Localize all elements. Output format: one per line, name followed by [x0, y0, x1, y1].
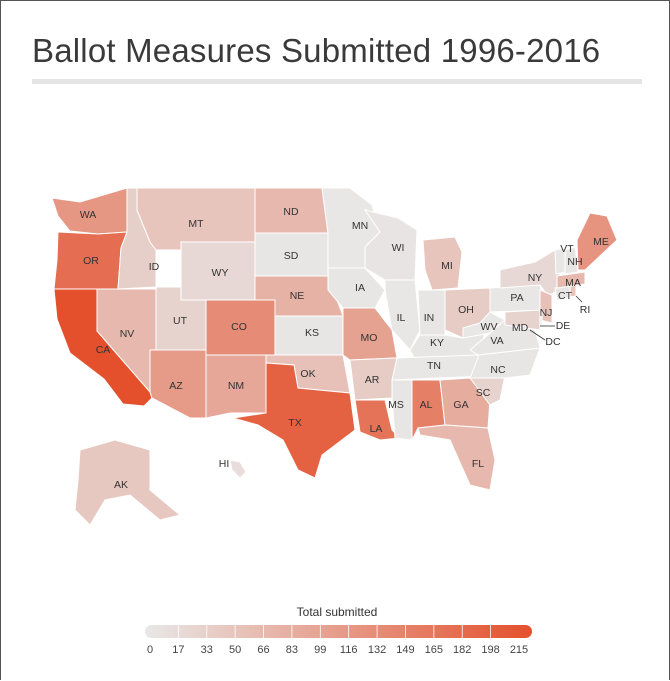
state-label-mn: MN [352, 220, 368, 232]
state-label-ma: MA [565, 277, 581, 289]
state-md[interactable] [504, 309, 541, 331]
state-label-ia: IA [355, 282, 365, 294]
us-choropleth-map: WA OR CA ID NV UT AZ MT WY CO NM ND SD NE KS OK TX MN IA MO… [51, 187, 618, 526]
legend-tick-label: 17 [172, 644, 184, 656]
state-nh[interactable] [564, 246, 579, 275]
state-label-mo: MO [361, 332, 378, 344]
page-title: Ballot Measures Submitted 1996-2016 [32, 32, 601, 69]
legend-tick-label: 66 [257, 644, 269, 656]
state-label-mt: MT [188, 218, 204, 230]
legend-tick-label: 0 [147, 644, 153, 656]
state-label-ga: GA [453, 399, 468, 411]
state-label-nd: ND [283, 206, 299, 218]
state-label-va: VA [490, 335, 503, 347]
state-label-ar: AR [365, 374, 380, 386]
state-me[interactable] [576, 212, 618, 271]
state-labels: WA OR CA ID NV UT AZ MT WY CO NM ND SD NE KS OK TX MN IA MO… [80, 206, 609, 491]
legend-tick-label: 198 [481, 644, 499, 656]
state-label-oh: OH [458, 304, 474, 316]
state-tx[interactable] [232, 362, 356, 479]
state-label-ky: KY [430, 337, 444, 349]
state-label-ut: UT [173, 315, 188, 327]
legend-tick-label: 116 [340, 644, 358, 656]
state-label-ne: NE [290, 290, 305, 302]
state-label-nj: NJ [540, 307, 553, 319]
state-label-dc: DC [545, 336, 561, 348]
legend-tick-label: 149 [396, 644, 414, 656]
state-label-la: LA [370, 423, 383, 435]
state-dc[interactable] [521, 325, 527, 331]
state-label-nc: NC [490, 364, 506, 376]
legend-title: Total submitted [296, 605, 378, 619]
legend-tick-label: 50 [229, 644, 241, 656]
leader-line-dc [529, 329, 546, 341]
leader-lines [529, 295, 583, 341]
state-label-me: ME [593, 236, 609, 248]
legend-tick-label: 83 [286, 644, 298, 656]
state-mi[interactable] [422, 236, 463, 291]
legend-tick-label: 33 [201, 644, 213, 656]
legend-tick-label: 165 [425, 644, 443, 656]
state-label-az: AZ [169, 380, 183, 392]
state-label-wa: WA [80, 209, 97, 221]
state-label-in: IN [424, 312, 435, 324]
state-label-ca: CA [96, 344, 111, 356]
state-label-hi: HI [219, 458, 230, 470]
state-label-wi: WI [392, 242, 405, 254]
state-label-wv: WV [481, 321, 498, 333]
state-label-pa: PA [510, 292, 523, 304]
state-label-sd: SD [284, 250, 299, 262]
state-fl[interactable] [417, 424, 496, 491]
state-label-fl: FL [472, 458, 484, 470]
state-label-ks: KS [305, 327, 319, 339]
leader-line-ri [575, 295, 583, 303]
state-label-co: CO [231, 321, 247, 333]
legend-tick-label: 182 [453, 644, 471, 656]
state-ak[interactable] [74, 439, 182, 526]
legend-tick-label: 99 [314, 644, 326, 656]
state-label-tx: TX [288, 417, 301, 429]
state-ms[interactable] [391, 379, 413, 441]
state-label-ny: NY [528, 272, 543, 284]
state-label-tn: TN [427, 360, 441, 372]
state-label-il: IL [397, 312, 406, 324]
state-label-nh: NH [567, 256, 582, 268]
state-label-ok: OK [300, 368, 315, 380]
state-label-mi: MI [441, 260, 453, 272]
state-label-nm: NM [228, 380, 244, 392]
state-label-vt: VT [560, 243, 574, 255]
state-label-wy: WY [212, 267, 229, 279]
state-label-md: MD [512, 322, 529, 334]
state-label-sc: SC [476, 387, 491, 399]
state-nm[interactable] [205, 354, 267, 419]
state-shapes [51, 187, 618, 526]
legend-tick-label: 215 [510, 644, 528, 656]
state-ga[interactable] [439, 377, 491, 429]
legend-ticks: 0 17 33 50 66 83 99 116 132 149 165 182 198 215 [147, 625, 528, 656]
state-label-ms: MS [388, 399, 404, 411]
title-divider [32, 79, 642, 84]
state-label-id: ID [149, 261, 160, 273]
state-label-al: AL [420, 399, 433, 411]
state-hi[interactable] [229, 459, 247, 479]
legend-tick-label: 132 [368, 644, 386, 656]
state-label-de: DE [556, 320, 571, 332]
state-label-ak: AK [114, 479, 128, 491]
state-label-ri: RI [580, 304, 591, 316]
state-label-nv: NV [120, 328, 135, 340]
state-label-or: OR [83, 255, 99, 267]
legend-gradient-bar [145, 625, 532, 638]
state-label-ct: CT [558, 290, 573, 302]
state-ny[interactable] [499, 249, 563, 297]
state-ma[interactable] [556, 271, 586, 289]
